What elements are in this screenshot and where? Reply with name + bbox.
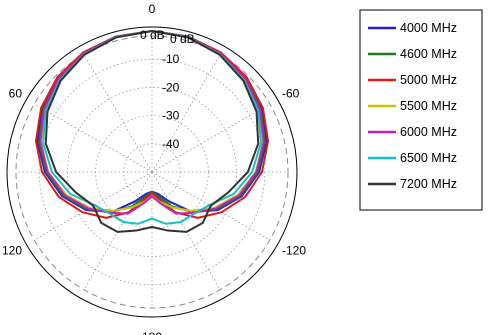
legend-label: 6500 MHz <box>400 151 457 165</box>
grid-spoke <box>34 103 153 173</box>
legend-label: 4600 MHz <box>400 47 457 61</box>
legend-label: 7200 MHz <box>400 177 457 191</box>
polar-dashed-boundary <box>15 35 289 309</box>
series-layer <box>34 30 270 233</box>
legend-items: 4000 MHz 4600 MHz 5000 MHz 5500 MHz 6000 MHz… <box>368 21 457 191</box>
series-line-7200-mhz <box>44 30 260 233</box>
series-line-5000-mhz <box>34 30 270 219</box>
grid-spoke <box>151 54 221 173</box>
ring-label: -20 <box>162 80 180 94</box>
units-label: 0 dB <box>170 32 195 46</box>
angle-tick-labels: 0 -60 -120 180 120 60 <box>2 2 306 335</box>
legend-label: 4000 MHz <box>400 21 457 35</box>
legend-label: 5500 MHz <box>400 99 457 113</box>
series-line-6000-mhz <box>39 30 265 215</box>
legend-box <box>359 9 483 211</box>
angle-tick-label: 180 <box>142 330 162 335</box>
legend: 4000 MHz 4600 MHz 5000 MHz 5500 MHz 6000 MHz… <box>359 9 483 211</box>
grid-spoke <box>83 54 153 173</box>
ring-label-overlap: 0 dB <box>140 28 165 42</box>
angle-tick-label: 60 <box>9 87 23 101</box>
ring-label: -30 <box>162 109 180 123</box>
legend-label: 6000 MHz <box>400 125 457 139</box>
ring-label: -10 <box>162 52 180 66</box>
angle-tick-label: -120 <box>282 244 306 258</box>
grid-spoke <box>151 103 270 173</box>
ring-label: -40 <box>162 137 180 151</box>
legend-label: 5000 MHz <box>400 73 457 87</box>
angle-tick-label: -60 <box>282 87 300 101</box>
polar-plot-area: -10 -20 -30 -40 0 dB 0 -60 -120 180 120 60 0 dB <box>2 2 306 335</box>
polar-outer-circle <box>6 26 298 318</box>
angle-tick-label: 0 <box>149 2 156 16</box>
angle-tick-label: 120 <box>2 244 22 258</box>
ring-labels: -10 -20 -30 -40 0 dB <box>140 28 180 151</box>
series-line-6500-mhz <box>42 30 262 225</box>
series-line-5500-mhz <box>39 30 265 212</box>
